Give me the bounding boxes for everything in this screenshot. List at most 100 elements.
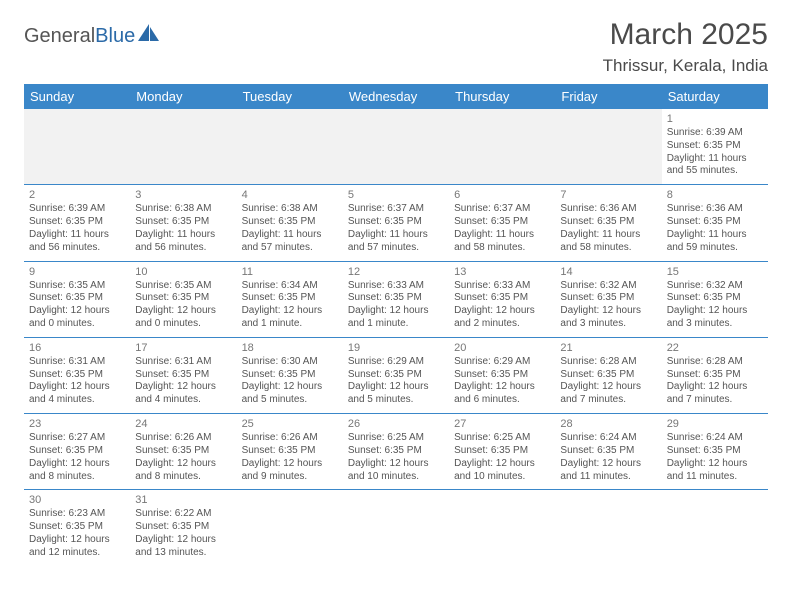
day-number: 1 xyxy=(667,112,763,126)
sunrise-text: Sunrise: 6:39 AM xyxy=(29,203,125,216)
calendar-head: Sunday Monday Tuesday Wednesday Thursday… xyxy=(24,84,768,109)
calendar-cell: 13Sunrise: 6:33 AMSunset: 6:35 PMDayligh… xyxy=(449,261,555,337)
calendar-week: 16Sunrise: 6:31 AMSunset: 6:35 PMDayligh… xyxy=(24,337,768,413)
daylight-text: Daylight: 12 hours and 3 minutes. xyxy=(667,305,763,331)
calendar-cell: 28Sunrise: 6:24 AMSunset: 6:35 PMDayligh… xyxy=(555,414,661,490)
sunset-text: Sunset: 6:35 PM xyxy=(348,216,444,229)
sail-icon xyxy=(138,24,160,48)
sunrise-text: Sunrise: 6:37 AM xyxy=(348,203,444,216)
sunrise-text: Sunrise: 6:33 AM xyxy=(348,280,444,293)
brand-part1: General xyxy=(24,25,95,48)
calendar-cell xyxy=(449,490,555,566)
daylight-text: Daylight: 12 hours and 5 minutes. xyxy=(242,381,338,407)
sunset-text: Sunset: 6:35 PM xyxy=(667,292,763,305)
daylight-text: Daylight: 12 hours and 13 minutes. xyxy=(135,534,231,560)
calendar-cell xyxy=(24,109,130,185)
day-number: 31 xyxy=(135,493,231,507)
dayhead-mon: Monday xyxy=(130,84,236,109)
dayhead-thu: Thursday xyxy=(449,84,555,109)
sunrise-text: Sunrise: 6:36 AM xyxy=(560,203,656,216)
sunset-text: Sunset: 6:35 PM xyxy=(135,292,231,305)
calendar-cell: 1Sunrise: 6:39 AMSunset: 6:35 PMDaylight… xyxy=(662,109,768,185)
day-number: 7 xyxy=(560,188,656,202)
sunrise-text: Sunrise: 6:38 AM xyxy=(135,203,231,216)
day-number: 11 xyxy=(242,265,338,279)
dayhead-sun: Sunday xyxy=(24,84,130,109)
sunrise-text: Sunrise: 6:24 AM xyxy=(667,432,763,445)
sunrise-text: Sunrise: 6:35 AM xyxy=(29,280,125,293)
daylight-text: Daylight: 12 hours and 7 minutes. xyxy=(560,381,656,407)
daylight-text: Daylight: 11 hours and 58 minutes. xyxy=(454,229,550,255)
daylight-text: Daylight: 12 hours and 1 minute. xyxy=(348,305,444,331)
sunrise-text: Sunrise: 6:34 AM xyxy=(242,280,338,293)
calendar-week: 9Sunrise: 6:35 AMSunset: 6:35 PMDaylight… xyxy=(24,261,768,337)
daylight-text: Daylight: 11 hours and 57 minutes. xyxy=(242,229,338,255)
sunset-text: Sunset: 6:35 PM xyxy=(454,216,550,229)
sunrise-text: Sunrise: 6:28 AM xyxy=(667,356,763,369)
calendar-cell: 25Sunrise: 6:26 AMSunset: 6:35 PMDayligh… xyxy=(237,414,343,490)
calendar-week: 1Sunrise: 6:39 AMSunset: 6:35 PMDaylight… xyxy=(24,109,768,185)
daylight-text: Daylight: 11 hours and 58 minutes. xyxy=(560,229,656,255)
daylight-text: Daylight: 12 hours and 2 minutes. xyxy=(454,305,550,331)
page-header: GeneralBlue March 2025 Thrissur, Kerala,… xyxy=(24,18,768,76)
calendar-cell: 30Sunrise: 6:23 AMSunset: 6:35 PMDayligh… xyxy=(24,490,130,566)
calendar-cell: 23Sunrise: 6:27 AMSunset: 6:35 PMDayligh… xyxy=(24,414,130,490)
daylight-text: Daylight: 11 hours and 55 minutes. xyxy=(667,153,763,179)
day-number: 15 xyxy=(667,265,763,279)
day-number: 10 xyxy=(135,265,231,279)
calendar-body: 1Sunrise: 6:39 AMSunset: 6:35 PMDaylight… xyxy=(24,109,768,566)
dayhead-tue: Tuesday xyxy=(237,84,343,109)
day-number: 13 xyxy=(454,265,550,279)
sunset-text: Sunset: 6:35 PM xyxy=(135,216,231,229)
calendar-cell: 11Sunrise: 6:34 AMSunset: 6:35 PMDayligh… xyxy=(237,261,343,337)
sunset-text: Sunset: 6:35 PM xyxy=(29,292,125,305)
sunrise-text: Sunrise: 6:33 AM xyxy=(454,280,550,293)
daylight-text: Daylight: 12 hours and 12 minutes. xyxy=(29,534,125,560)
daylight-text: Daylight: 12 hours and 8 minutes. xyxy=(135,458,231,484)
daylight-text: Daylight: 12 hours and 4 minutes. xyxy=(135,381,231,407)
day-number: 20 xyxy=(454,341,550,355)
day-number: 16 xyxy=(29,341,125,355)
sunrise-text: Sunrise: 6:29 AM xyxy=(454,356,550,369)
day-number: 26 xyxy=(348,417,444,431)
daylight-text: Daylight: 12 hours and 4 minutes. xyxy=(29,381,125,407)
calendar-week: 2Sunrise: 6:39 AMSunset: 6:35 PMDaylight… xyxy=(24,185,768,261)
day-number: 28 xyxy=(560,417,656,431)
day-number: 14 xyxy=(560,265,656,279)
brand-part2: Blue xyxy=(95,25,135,48)
sunset-text: Sunset: 6:35 PM xyxy=(242,369,338,382)
sunrise-text: Sunrise: 6:32 AM xyxy=(560,280,656,293)
day-number: 5 xyxy=(348,188,444,202)
dayhead-wed: Wednesday xyxy=(343,84,449,109)
sunset-text: Sunset: 6:35 PM xyxy=(348,369,444,382)
sunrise-text: Sunrise: 6:29 AM xyxy=(348,356,444,369)
calendar-cell xyxy=(343,109,449,185)
calendar-cell: 6Sunrise: 6:37 AMSunset: 6:35 PMDaylight… xyxy=(449,185,555,261)
day-number: 17 xyxy=(135,341,231,355)
sunrise-text: Sunrise: 6:28 AM xyxy=(560,356,656,369)
sunset-text: Sunset: 6:35 PM xyxy=(454,445,550,458)
calendar-cell: 12Sunrise: 6:33 AMSunset: 6:35 PMDayligh… xyxy=(343,261,449,337)
calendar-cell: 16Sunrise: 6:31 AMSunset: 6:35 PMDayligh… xyxy=(24,337,130,413)
daylight-text: Daylight: 12 hours and 3 minutes. xyxy=(560,305,656,331)
day-number: 24 xyxy=(135,417,231,431)
calendar-cell: 17Sunrise: 6:31 AMSunset: 6:35 PMDayligh… xyxy=(130,337,236,413)
calendar-cell: 26Sunrise: 6:25 AMSunset: 6:35 PMDayligh… xyxy=(343,414,449,490)
calendar-cell: 31Sunrise: 6:22 AMSunset: 6:35 PMDayligh… xyxy=(130,490,236,566)
day-number: 9 xyxy=(29,265,125,279)
daylight-text: Daylight: 12 hours and 10 minutes. xyxy=(348,458,444,484)
calendar-cell: 3Sunrise: 6:38 AMSunset: 6:35 PMDaylight… xyxy=(130,185,236,261)
calendar-cell: 5Sunrise: 6:37 AMSunset: 6:35 PMDaylight… xyxy=(343,185,449,261)
sunset-text: Sunset: 6:35 PM xyxy=(667,216,763,229)
sunset-text: Sunset: 6:35 PM xyxy=(667,140,763,153)
sunrise-text: Sunrise: 6:26 AM xyxy=(135,432,231,445)
calendar-cell: 22Sunrise: 6:28 AMSunset: 6:35 PMDayligh… xyxy=(662,337,768,413)
calendar-cell: 24Sunrise: 6:26 AMSunset: 6:35 PMDayligh… xyxy=(130,414,236,490)
daylight-text: Daylight: 12 hours and 9 minutes. xyxy=(242,458,338,484)
daylight-text: Daylight: 12 hours and 11 minutes. xyxy=(667,458,763,484)
day-number: 4 xyxy=(242,188,338,202)
sunset-text: Sunset: 6:35 PM xyxy=(560,292,656,305)
calendar-cell xyxy=(662,490,768,566)
sunset-text: Sunset: 6:35 PM xyxy=(348,445,444,458)
daylight-text: Daylight: 12 hours and 11 minutes. xyxy=(560,458,656,484)
